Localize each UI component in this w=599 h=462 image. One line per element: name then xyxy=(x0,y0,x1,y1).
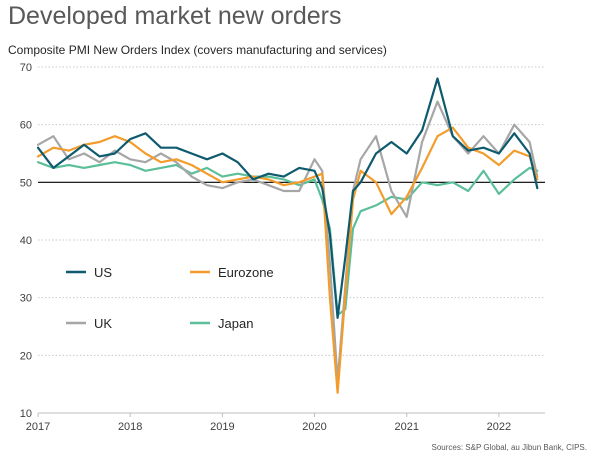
source-note: Sources: S&P Global, au Jibun Bank, CIPS… xyxy=(431,443,588,452)
series-line-japan xyxy=(36,161,539,317)
y-tick-label: 30 xyxy=(20,293,32,305)
y-tick-label: 60 xyxy=(20,120,32,132)
y-tick-label: 50 xyxy=(20,177,32,189)
legend-label-uk: UK xyxy=(94,316,112,331)
y-tick-label: 10 xyxy=(20,408,32,420)
x-tick-label: 2017 xyxy=(26,421,50,433)
x-tick-label: 2019 xyxy=(210,421,234,433)
legend: US Eurozone UK Japan xyxy=(66,265,274,331)
x-tick-label: 2020 xyxy=(302,421,326,433)
chart-subtitle: Composite PMI New Orders Index (covers m… xyxy=(8,43,387,57)
legend-label-us: US xyxy=(94,265,112,280)
series-line-us xyxy=(36,77,539,319)
grid-layer xyxy=(38,66,545,414)
y-tick-label: 20 xyxy=(20,350,32,362)
series-line-eurozone xyxy=(36,126,539,394)
legend-label-eurozone: Eurozone xyxy=(218,265,274,280)
y-tick-label: 40 xyxy=(20,235,32,247)
legend-label-japan: Japan xyxy=(218,316,253,331)
x-tick-label: 2022 xyxy=(487,421,511,433)
chart-title: Developed market new orders xyxy=(8,2,342,30)
x-axis-ticks: 2017 2018 2019 2020 2021 2022 xyxy=(26,413,511,433)
y-axis-ticks: 10 20 30 40 50 60 70 xyxy=(20,62,32,420)
x-tick-label: 2018 xyxy=(118,421,142,433)
series-line-uk xyxy=(36,100,539,383)
y-tick-label: 70 xyxy=(20,62,32,74)
series-layer xyxy=(36,77,539,394)
x-tick-label: 2021 xyxy=(394,421,418,433)
